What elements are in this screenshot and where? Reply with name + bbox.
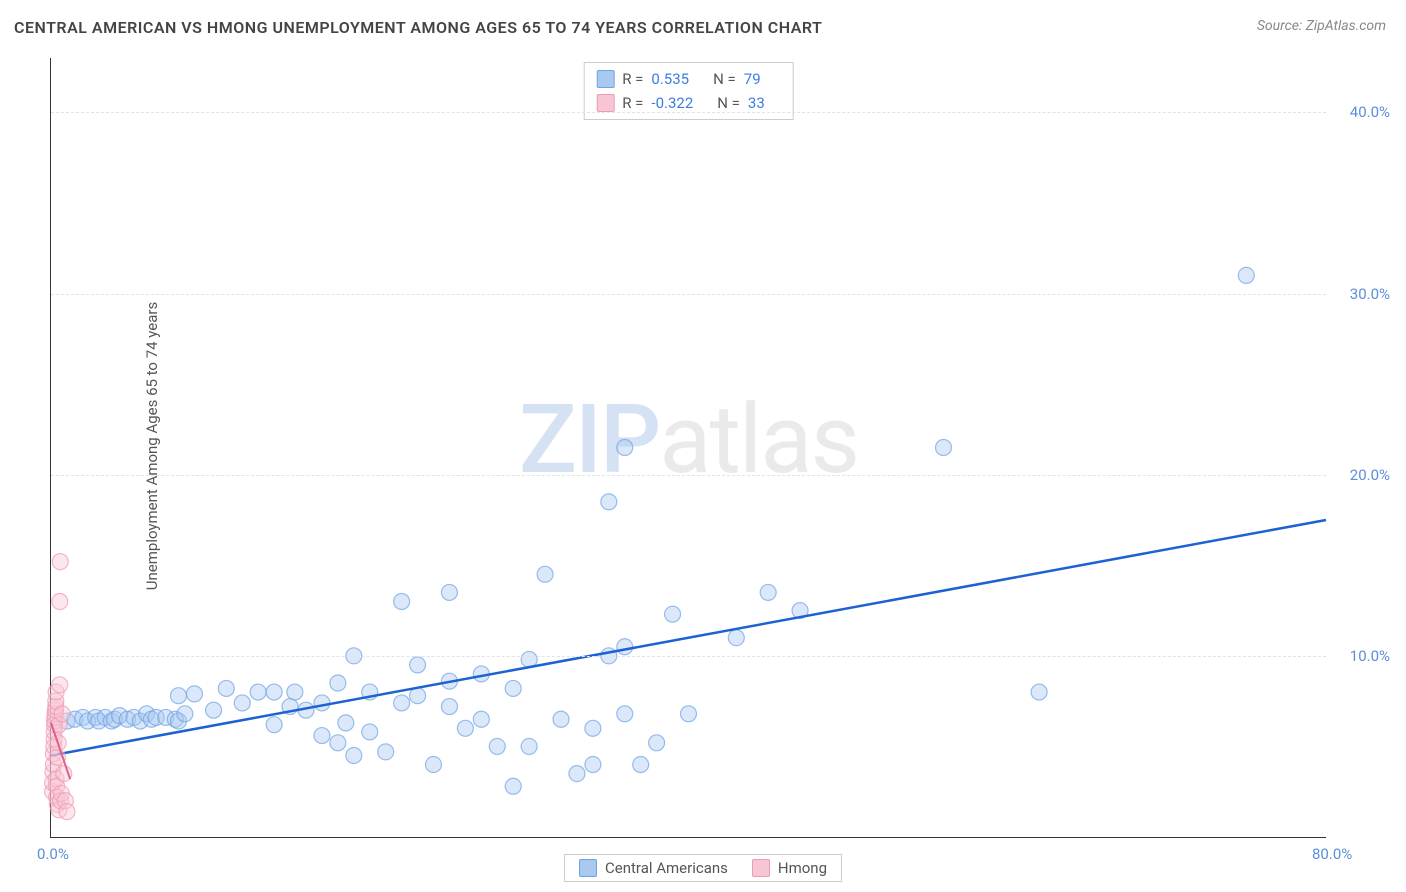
scatter-point [1238, 267, 1254, 283]
scatter-point [665, 606, 681, 622]
scatter-point [617, 440, 633, 456]
chart-title: CENTRAL AMERICAN VS HMONG UNEMPLOYMENT A… [14, 18, 822, 37]
gridline [51, 112, 1326, 113]
plot-svg [51, 58, 1326, 837]
scatter-point [250, 684, 266, 700]
plot-area: ZIPatlas R = 0.535 N = 79 R = -0.322 N =… [50, 58, 1326, 838]
scatter-point [287, 684, 303, 700]
y-tick-label: 30.0% [1350, 285, 1390, 303]
scatter-point [378, 744, 394, 760]
scatter-point [206, 702, 222, 718]
scatter-point [649, 735, 665, 751]
scatter-point [314, 695, 330, 711]
scatter-point [52, 677, 68, 693]
scatter-point [521, 738, 537, 754]
scatter-point [760, 584, 776, 600]
scatter-point [569, 766, 585, 782]
scatter-point [681, 706, 697, 722]
scatter-point [537, 566, 553, 582]
scatter-point [218, 680, 234, 696]
scatter-point [505, 778, 521, 794]
gridline [51, 294, 1326, 295]
legend-item-0: Central Americans [579, 859, 728, 877]
scatter-point [585, 757, 601, 773]
x-tick-label: 0.0% [37, 845, 69, 863]
scatter-point [346, 747, 362, 763]
scatter-point [59, 804, 75, 820]
scatter-point [617, 639, 633, 655]
chart-source: Source: ZipAtlas.com [1257, 18, 1386, 34]
legend-label-0: Central Americans [605, 859, 728, 877]
scatter-point [186, 686, 202, 702]
legend-swatch-1 [752, 859, 770, 877]
scatter-point [553, 711, 569, 727]
scatter-point [936, 440, 952, 456]
x-tick-label: 80.0% [1312, 845, 1352, 863]
y-tick-label: 20.0% [1350, 466, 1390, 484]
scatter-point [489, 738, 505, 754]
scatter-point [410, 657, 426, 673]
scatter-point [52, 554, 68, 570]
scatter-point [171, 688, 187, 704]
gridline [51, 656, 1326, 657]
scatter-point [338, 715, 354, 731]
scatter-point [362, 724, 378, 740]
legend-item-1: Hmong [752, 859, 827, 877]
legend-label-1: Hmong [778, 859, 827, 877]
scatter-point [394, 695, 410, 711]
scatter-point [441, 699, 457, 715]
legend-swatch-0 [579, 859, 597, 877]
scatter-point [633, 757, 649, 773]
scatter-point [617, 706, 633, 722]
scatter-point [266, 684, 282, 700]
scatter-point [505, 680, 521, 696]
legend: Central Americans Hmong [564, 854, 842, 882]
scatter-point [426, 757, 442, 773]
scatter-point [177, 706, 193, 722]
scatter-point [441, 584, 457, 600]
y-tick-label: 10.0% [1350, 647, 1390, 665]
scatter-point [585, 720, 601, 736]
scatter-point [266, 717, 282, 733]
scatter-point [234, 695, 250, 711]
scatter-point [1031, 684, 1047, 700]
gridline [51, 475, 1326, 476]
correlation-chart: CENTRAL AMERICAN VS HMONG UNEMPLOYMENT A… [0, 0, 1406, 892]
scatter-point [473, 711, 489, 727]
scatter-point [601, 494, 617, 510]
scatter-point [52, 593, 68, 609]
scatter-point [330, 675, 346, 691]
scatter-point [728, 630, 744, 646]
scatter-point [314, 728, 330, 744]
scatter-point [457, 720, 473, 736]
scatter-point [54, 706, 70, 722]
y-tick-label: 40.0% [1350, 103, 1390, 121]
scatter-point [394, 593, 410, 609]
scatter-point [410, 688, 426, 704]
scatter-point [330, 735, 346, 751]
